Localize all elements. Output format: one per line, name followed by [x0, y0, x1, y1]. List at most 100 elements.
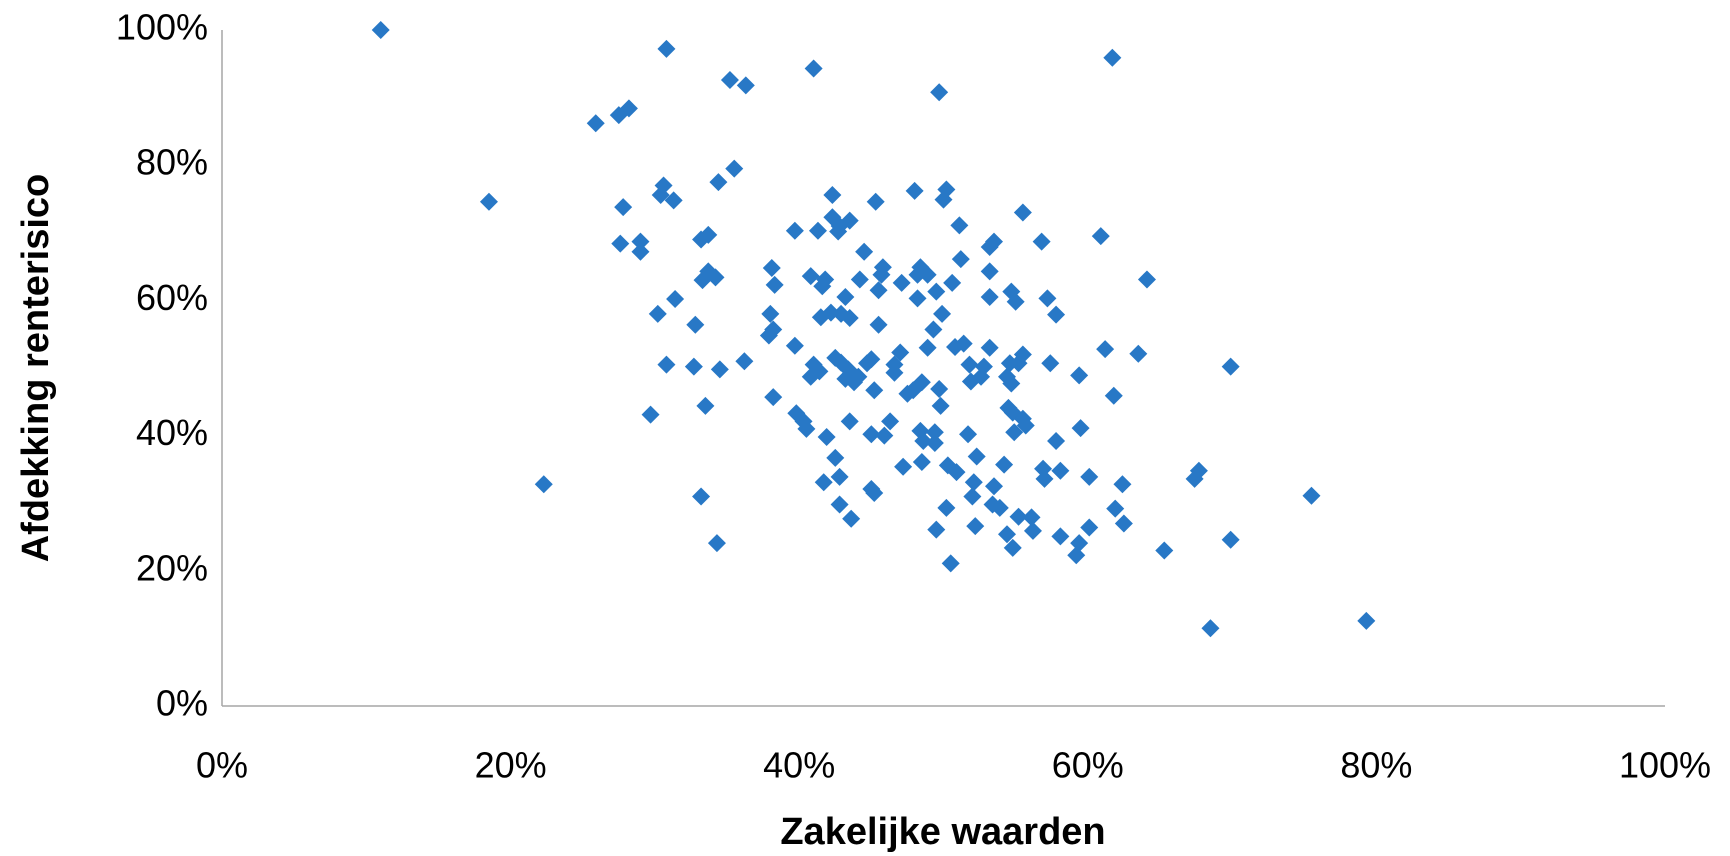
scatter-point: [959, 425, 978, 444]
scatter-point: [1302, 486, 1321, 505]
x-tick-label: 20%: [475, 745, 547, 786]
y-tick-label: 60%: [136, 277, 208, 318]
scatter-point: [990, 498, 1009, 517]
scatter-point: [927, 282, 946, 301]
scatter-point: [1113, 475, 1132, 494]
scatter-point: [842, 509, 861, 528]
y-tick-label: 100%: [116, 7, 208, 48]
scatter-point: [1071, 419, 1090, 438]
scatter-point: [762, 258, 781, 277]
scatter-point: [1221, 357, 1240, 376]
scatter-point: [761, 304, 780, 323]
scatter-point: [1038, 289, 1057, 308]
scatter-point: [830, 495, 849, 514]
scatter-point: [371, 21, 390, 39]
scatter-point: [997, 525, 1016, 544]
scatter-point: [925, 423, 944, 442]
scatter-point: [862, 350, 881, 369]
scatter-point: [710, 360, 729, 379]
scatter-point: [1047, 305, 1066, 324]
scatter-point: [1137, 270, 1156, 289]
scatter-point: [869, 315, 888, 334]
scatter-point: [865, 381, 884, 400]
scatter-point: [967, 447, 986, 466]
scatter-point: [869, 281, 888, 300]
scatter-point: [908, 289, 927, 308]
scatter-point: [912, 373, 931, 392]
y-tick-label: 80%: [136, 142, 208, 183]
scatter-point: [651, 185, 670, 204]
scatter-point: [611, 234, 630, 253]
scatter-point: [696, 396, 715, 415]
scatter-point: [785, 336, 804, 355]
x-tick-label: 0%: [196, 745, 248, 786]
scatter-point: [534, 475, 553, 494]
scatter-point: [1022, 508, 1041, 527]
scatter-point: [813, 277, 832, 296]
scatter-point: [914, 432, 933, 451]
scatter-point: [1023, 521, 1042, 540]
scatter-point: [855, 242, 874, 261]
scatter-point: [963, 487, 982, 506]
scatter-point: [912, 452, 931, 471]
scatter-point: [840, 211, 859, 230]
scatter-point: [810, 362, 829, 381]
scatter-point: [1096, 340, 1115, 359]
scatter-point: [735, 352, 754, 371]
scatter-point: [801, 267, 820, 286]
scatter-point: [1080, 467, 1099, 486]
scatter-point: [759, 326, 778, 345]
scatter-point: [862, 425, 881, 444]
scatter-point: [1189, 461, 1208, 480]
scatter-point: [804, 59, 823, 78]
scatter-point: [706, 268, 725, 287]
scatter-point: [980, 338, 999, 357]
scatter-point: [1035, 469, 1054, 488]
scatter-point: [631, 242, 650, 261]
scatter-point: [785, 221, 804, 240]
scatter-point: [817, 427, 836, 446]
scatter-point: [684, 357, 703, 376]
scatter-point: [1070, 366, 1089, 385]
scatter-point: [720, 71, 739, 90]
y-tick-label: 20%: [136, 547, 208, 588]
scatter-point: [1047, 432, 1066, 451]
scatter-point: [937, 180, 956, 199]
scatter-point: [1129, 344, 1148, 363]
x-tick-label: 40%: [763, 745, 835, 786]
scatter-point: [631, 232, 650, 251]
scatter-point: [1002, 374, 1021, 393]
scatter-point: [960, 355, 979, 374]
x-tick-label: 100%: [1619, 745, 1711, 786]
x-tick-label: 80%: [1340, 745, 1412, 786]
scatter-point: [941, 554, 960, 573]
scatter-point: [764, 388, 783, 407]
scatter-point: [707, 534, 726, 553]
scatter-point: [648, 304, 667, 323]
scatter-point: [692, 487, 711, 506]
scatter-point: [875, 426, 894, 445]
scatter-point: [865, 484, 884, 503]
scatter-point: [808, 221, 827, 240]
scatter-point: [1005, 423, 1024, 442]
scatter-point: [614, 198, 633, 217]
scatter-point: [840, 308, 859, 327]
x-tick-label: 60%: [1052, 745, 1124, 786]
scatter-point: [1041, 354, 1060, 373]
scatter-point: [657, 39, 676, 58]
scatter-point: [918, 265, 937, 284]
scatter-point: [1013, 345, 1032, 364]
scatter-point: [995, 455, 1014, 474]
scatter-point: [1155, 541, 1174, 560]
scatter-point: [950, 216, 969, 235]
scatter-point: [943, 273, 962, 292]
scatter-point: [954, 334, 973, 353]
scatter-point: [657, 355, 676, 374]
scatter-point: [925, 434, 944, 453]
scatter-point: [1106, 499, 1125, 518]
scatter-point: [980, 262, 999, 281]
scatter-point: [930, 379, 949, 398]
scatter-point: [586, 114, 605, 133]
scatter-point: [850, 270, 869, 289]
